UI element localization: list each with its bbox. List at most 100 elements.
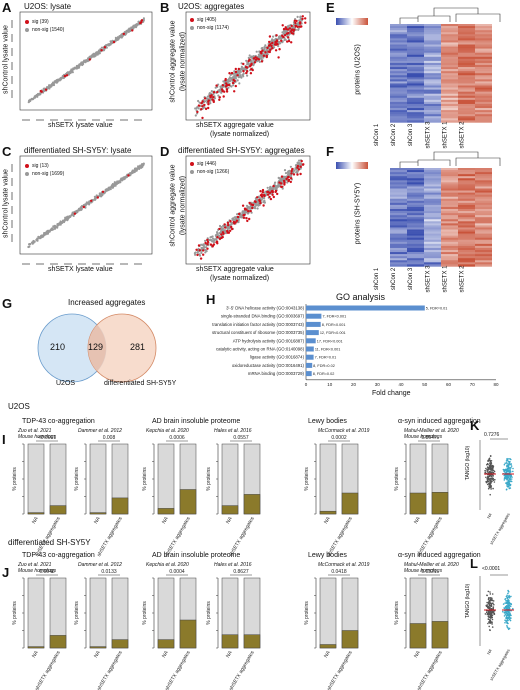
scatter-point-nonsig: [264, 44, 267, 47]
scatter-point-sig: [230, 225, 233, 229]
scatter-point-nonsig: [200, 246, 203, 250]
swarm-point: [491, 593, 494, 595]
swarm-point: [486, 466, 489, 468]
heatmap-cell: [407, 36, 424, 39]
heatmap-cell: [424, 252, 441, 255]
heatmap-cell: [441, 50, 458, 53]
scatter-point-nonsig: [105, 188, 108, 191]
heatmap-cell: [424, 91, 441, 94]
swarm-point: [485, 481, 488, 484]
heatmap-cell: [458, 97, 475, 101]
heatmap-cell: [441, 69, 458, 72]
heatmap-cell: [475, 75, 492, 78]
heatmap-cell: [475, 190, 492, 193]
swarm-point: [489, 474, 492, 477]
scatter-point-sig: [201, 105, 204, 108]
heatmap-cell: [441, 184, 458, 187]
scatter-point-sig: [225, 82, 228, 85]
heatmap-cell: [475, 260, 492, 263]
scatter-point-nonsig: [70, 69, 73, 72]
scatter-point-nonsig: [115, 182, 119, 185]
heatmap-cell: [458, 221, 475, 224]
heatmap-cell: [424, 254, 441, 257]
heatmap-cell: [458, 65, 475, 68]
heatmap-cell: [441, 178, 458, 181]
scatter-point-sig: [140, 19, 144, 22]
swarm-point: [509, 613, 511, 615]
heatmap-cell: [475, 256, 492, 259]
heatmap-cell: [424, 44, 441, 47]
heatmap-cell: [458, 85, 475, 88]
heatmap-cell: [390, 101, 407, 105]
scatter-point-nonsig: [106, 43, 109, 46]
scatter-point-sig: [285, 177, 288, 181]
scatter-point-sig: [229, 229, 232, 232]
heatmap-cell: [407, 85, 424, 88]
swarm-point: [489, 622, 492, 624]
heatmap-cell: [390, 120, 407, 123]
heatmap-cell: [390, 50, 407, 53]
bar-x-label: shSETX aggregates: [228, 650, 256, 690]
heatmap-cell: [390, 245, 407, 249]
heatmap-cell: [441, 256, 458, 259]
heatmap-cell: [458, 190, 475, 193]
heatmap-cell: [390, 56, 407, 60]
heatmap-cell: [390, 239, 407, 243]
heatmap-cell: [407, 217, 424, 220]
bar-x-label: NA: [93, 515, 102, 525]
heatmap-cell: [424, 56, 441, 60]
heatmap-cell: [424, 182, 441, 185]
swarm-point: [485, 604, 488, 607]
heatmap-cell: [407, 235, 424, 238]
scatter-point-sig: [245, 71, 248, 75]
scatter-point-sig: [242, 216, 246, 219]
heatmap-cell: [424, 231, 441, 234]
bar-fill: [341, 630, 359, 649]
scatter-point-sig: [234, 221, 237, 224]
swarm-point: [509, 467, 511, 469]
heatmap-cell: [407, 243, 424, 247]
heatmap-cell: [424, 215, 441, 218]
scatter-point-sig: [286, 28, 290, 31]
swarm-point: [491, 471, 493, 474]
scatter-point-sig: [247, 210, 250, 213]
heatmap-cell: [424, 213, 441, 216]
scatter-point-sig: [212, 100, 215, 104]
scatter-point-sig: [285, 32, 289, 35]
scatter-point-nonsig: [114, 183, 117, 187]
panel-A-legend-sig: sig (39): [32, 19, 49, 25]
heatmap-cell: [407, 120, 424, 123]
bar-fill: [243, 494, 261, 515]
swarm-point: [503, 469, 506, 472]
panel-C-legend-sig: sig (13): [32, 163, 49, 169]
heatmap-cell: [458, 24, 475, 27]
heatmap-cell: [458, 38, 475, 41]
scatter-point-sig: [283, 181, 286, 184]
swarm-point: [507, 589, 509, 592]
heatmap-cell: [390, 95, 407, 99]
bar-y-label: % proteins: [206, 467, 212, 491]
scatter-point-nonsig: [54, 225, 57, 228]
scatter-point-nonsig: [33, 96, 36, 99]
swarm-point: [503, 463, 506, 466]
scatter-point-sig: [201, 116, 204, 120]
heatmap-cell: [407, 34, 424, 37]
heatmap-cell: [458, 192, 475, 195]
panel-letter-L: L: [470, 556, 478, 571]
heatmap-cell: [458, 172, 475, 175]
scatter-point-sig: [206, 243, 209, 246]
heatmap-cell: [390, 237, 407, 241]
swarm-point: [508, 615, 511, 617]
heatmap-cell: [424, 114, 441, 117]
group-title-ad: AD brain insoluble proteome: [152, 552, 241, 559]
heatmap-cell: [441, 71, 458, 74]
heatmap-cell: [441, 52, 458, 56]
heatmap-cell: [407, 112, 424, 115]
heatmap-cell: [424, 120, 441, 123]
scatter-point-sig: [44, 88, 48, 91]
bar-background: [319, 577, 337, 649]
bar-x-label: shSETX aggregates: [96, 650, 124, 690]
scatter-point-nonsig: [36, 238, 39, 241]
scatter-point-nonsig: [114, 181, 117, 184]
heatmap-cell: [441, 186, 458, 189]
